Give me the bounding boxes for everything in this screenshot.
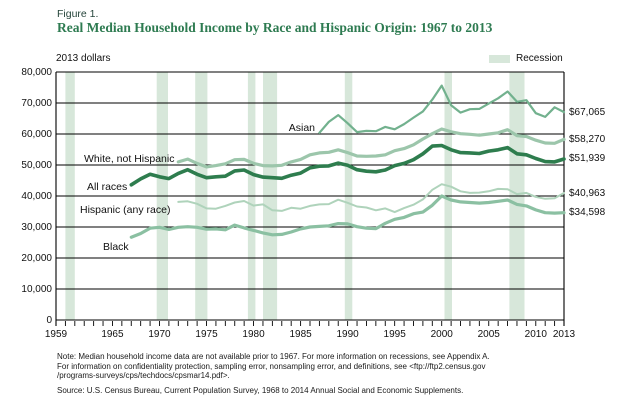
- x-axis-label: 2010: [524, 329, 547, 340]
- y-axis-label: 60,000: [21, 128, 52, 140]
- note-line-3: /programs-surveys/cps/techdocs/cpsmar14.…: [57, 371, 230, 381]
- x-axis-label: 1970: [148, 329, 171, 340]
- note-line-1: Note: Median household income data are n…: [57, 352, 490, 361]
- series-line-black: [129, 194, 566, 239]
- y-axis-label: 0: [46, 314, 52, 326]
- series-label-all_races: All races: [87, 181, 128, 193]
- x-axis-label: 2013: [552, 329, 576, 340]
- y-axis-label: 80,000: [21, 66, 52, 78]
- notes-block: Note: Median household income data are n…: [57, 352, 587, 395]
- series-line-asian: [318, 84, 566, 134]
- x-axis-label: 1990: [336, 329, 359, 340]
- recession-legend-swatch: [489, 54, 510, 63]
- series-end-value-asian: $67,065: [569, 106, 606, 118]
- recession-legend-label: Recession: [516, 53, 563, 64]
- y-axis-label: 20,000: [21, 252, 52, 264]
- y-axis-label: 70,000: [21, 97, 52, 109]
- x-axis-label: 1959: [44, 329, 68, 340]
- series-end-value-all_races: $51,939: [569, 153, 606, 165]
- series-label-black: Black: [103, 241, 129, 253]
- x-axis-label: 2000: [430, 329, 453, 340]
- page-title: Real Median Household Income by Race and…: [57, 20, 493, 35]
- series-end-value-hispanic: $40,963: [569, 187, 606, 199]
- series-line-hispanic: [177, 183, 565, 214]
- series-label-white_not_hispanic: White, not Hispanic: [84, 153, 175, 165]
- series-end-value-white_not_hispanic: $58,270: [569, 133, 606, 145]
- y-axis-unit-label: 2013 dollars: [56, 53, 111, 64]
- series-end-value-black: $34,598: [569, 207, 606, 219]
- y-axis-label: 10,000: [21, 283, 52, 295]
- chart-plot-area: [55, 71, 566, 326]
- y-axis-label: 30,000: [21, 221, 52, 233]
- note-line-2: For information on confidentiality prote…: [57, 361, 486, 371]
- series-line-white_not_hispanic: [176, 127, 566, 169]
- source-line: Source: U.S. Census Bureau, Current Popu…: [57, 385, 464, 395]
- y-axis-label: 50,000: [21, 159, 52, 171]
- x-axis-label: 1980: [242, 329, 265, 340]
- x-axis-label: 1985: [289, 329, 312, 340]
- figure-number-label: Figure 1.: [57, 8, 99, 20]
- series-label-asian: Asian: [288, 122, 315, 134]
- legend: Recession: [489, 53, 563, 64]
- x-axis-label: 2005: [477, 329, 500, 340]
- x-axis-label: 1965: [101, 329, 124, 340]
- series-line-all_races: [129, 143, 566, 187]
- series-label-hispanic: Hispanic (any race): [80, 204, 171, 216]
- y-axis-label: 40,000: [21, 190, 52, 202]
- x-axis-label: 1995: [383, 329, 406, 340]
- x-axis-label: 1975: [195, 329, 218, 340]
